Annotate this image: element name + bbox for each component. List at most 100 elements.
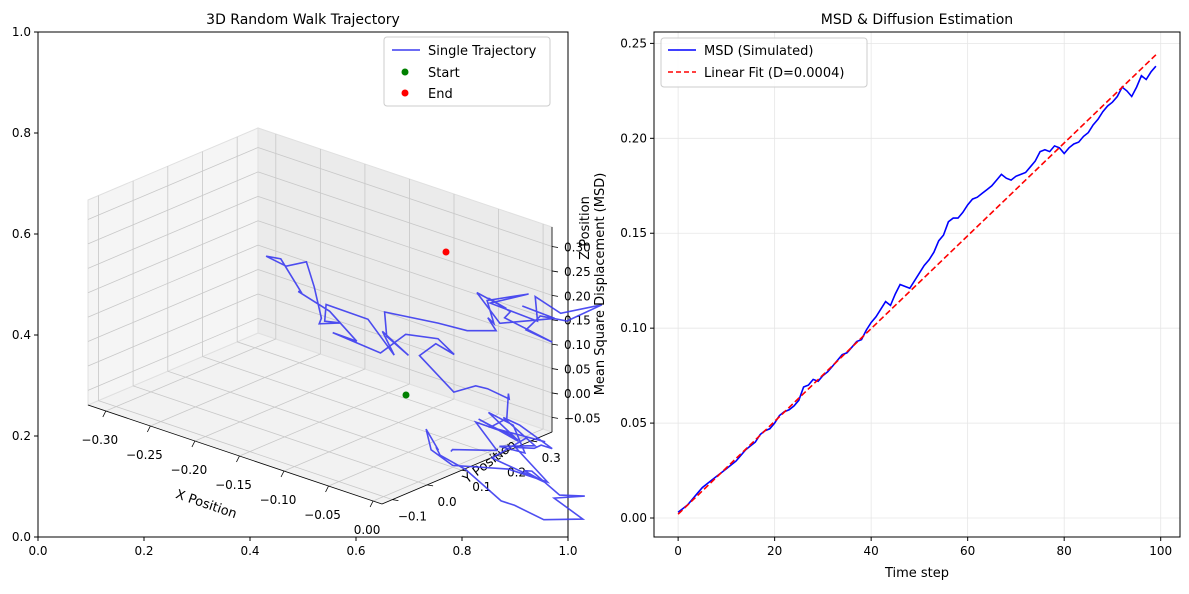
z-tick xyxy=(551,392,559,395)
outer-x-tick-label: 0.6 xyxy=(346,544,365,558)
grid-x-floor xyxy=(328,413,499,487)
y-tick-label: 0.0 xyxy=(438,495,457,509)
legend-start-label: Start xyxy=(428,66,460,81)
right-ticks: 0 20 40 60 80 100 0.00 0.05 0.10 0.15 0.20 0.25 xyxy=(620,36,1172,558)
legend-start-marker xyxy=(401,68,409,76)
grid-x-floor xyxy=(239,383,410,457)
z-tick-label: 0.15 xyxy=(564,314,591,328)
x-tick xyxy=(236,455,240,463)
left-3d-axes: −0.30 −0.25 −0.20 −0.15 −0.10 −0.05 0.00 −0.1 0.… xyxy=(81,127,603,537)
z-tick-label: 0.10 xyxy=(564,338,591,352)
y-tick-label: 0.00 xyxy=(620,511,647,525)
x-tick-label: 20 xyxy=(767,544,782,558)
y-tick xyxy=(531,440,538,443)
y-tick-label: −0.1 xyxy=(398,510,427,524)
outer-x-tick-label: 0.4 xyxy=(240,544,259,558)
grid-z-left xyxy=(87,317,259,391)
x-tick-label: 100 xyxy=(1149,544,1172,558)
z-axis-label: Z Position xyxy=(578,196,593,260)
left-chart-panel: 3D Random Walk Trajectory 0.0 0.2 0.4 0.6 0.… xyxy=(12,12,603,558)
x-tick-label: −0.10 xyxy=(260,493,297,507)
outer-y-tick-label: 0.0 xyxy=(12,530,31,544)
right-y-axis-label: Mean Square Displacement (MSD) xyxy=(593,173,608,396)
grid-z-left xyxy=(87,293,259,367)
outer-y-tick-label: 1.0 xyxy=(12,25,31,39)
x-tick-label: −0.05 xyxy=(304,508,341,522)
z-tick xyxy=(551,416,559,419)
grid-z-left xyxy=(87,220,259,294)
grid-z-left xyxy=(87,195,259,269)
x-tick-label: 60 xyxy=(960,544,975,558)
grid-z-left xyxy=(87,269,259,342)
grid-x-floor xyxy=(194,368,366,442)
grid-z-back xyxy=(257,147,553,247)
legend-end-marker xyxy=(401,89,409,97)
y-tick-label: 0.20 xyxy=(620,131,647,145)
outer-x-tick-label: 0.0 xyxy=(28,544,47,558)
grid-z-back xyxy=(257,195,553,296)
grid-x-floor xyxy=(105,338,276,412)
outer-x-tick-label: 1.0 xyxy=(558,544,577,558)
legend-end-label: End xyxy=(428,87,453,102)
x-tick xyxy=(369,500,374,508)
grid-z-back xyxy=(257,269,553,369)
grid-x-floor xyxy=(150,353,321,427)
z-tick-label: 0.25 xyxy=(564,265,591,279)
x-tick-label: −0.30 xyxy=(81,433,118,447)
right-chart-panel: MSD & Diffusion Estimation 0 20 40 60 80 100 0… xyxy=(593,12,1181,581)
z-tick-label: 0.05 xyxy=(564,363,591,377)
grid-y-floor xyxy=(167,370,462,471)
grid-y-floor xyxy=(132,385,428,486)
x-tick xyxy=(280,470,285,478)
left-outer-ticks: 0.0 0.2 0.4 0.6 0.8 1.0 0.0 0.2 0.4 0.6 0.8 1.0 xyxy=(12,25,578,558)
right-x-axis-label: Time step xyxy=(884,566,949,581)
x-tick-label: −0.25 xyxy=(126,448,163,462)
y-tick-label: 0.05 xyxy=(620,416,647,430)
grid-z-back xyxy=(257,171,553,272)
outer-y-tick-label: 0.4 xyxy=(12,328,31,342)
z-tick xyxy=(551,368,559,370)
z-tick xyxy=(551,319,559,322)
legend-fit-label: Linear Fit (D=0.0004) xyxy=(704,66,844,81)
left-legend: Single Trajectory Start End xyxy=(383,36,551,107)
z-tick xyxy=(551,270,559,273)
grid-z-back xyxy=(257,293,553,394)
legend-trajectory-label: Single Trajectory xyxy=(428,44,537,59)
z-tick-label: −0.05 xyxy=(564,411,601,425)
end-marker xyxy=(442,248,450,256)
left-legend-box xyxy=(383,36,551,107)
right-chart-title: MSD & Diffusion Estimation xyxy=(821,12,1013,28)
x-tick-label: −0.20 xyxy=(171,463,208,477)
z-tick xyxy=(551,343,559,346)
x-axis-line xyxy=(87,404,383,505)
y-axis-line xyxy=(381,431,553,505)
x-tick xyxy=(325,485,329,493)
grid-y-floor xyxy=(202,356,497,456)
x-tick-label: 40 xyxy=(864,544,879,558)
grid-x-floor xyxy=(283,398,455,472)
y-tick xyxy=(427,484,434,487)
z-tick-label: 0.00 xyxy=(564,387,591,401)
z-tick xyxy=(551,246,559,248)
grid-z-left xyxy=(87,147,259,220)
linear-fit-line xyxy=(677,54,1157,515)
right-axes-frame xyxy=(653,31,1181,538)
z-tick xyxy=(551,294,559,297)
start-marker xyxy=(402,391,410,399)
right-series xyxy=(677,54,1157,515)
y-tick-label: 0.1 xyxy=(472,480,491,494)
right-legend: MSD (Simulated) Linear Fit (D=0.0004) xyxy=(660,37,868,88)
x-tick-label: −0.15 xyxy=(215,478,252,492)
grid-z-left xyxy=(87,244,259,318)
y-tick-label: 0.15 xyxy=(620,226,647,240)
x-tick-label: 80 xyxy=(1057,544,1072,558)
outer-x-tick-label: 0.2 xyxy=(134,544,153,558)
trajectory-line xyxy=(265,255,603,521)
x-tick-label: 0 xyxy=(674,544,682,558)
y-tick-label: 0.3 xyxy=(542,451,561,465)
left-chart-title: 3D Random Walk Trajectory xyxy=(206,12,400,28)
grid-y-floor xyxy=(98,400,393,500)
grid-z-back xyxy=(257,317,553,418)
